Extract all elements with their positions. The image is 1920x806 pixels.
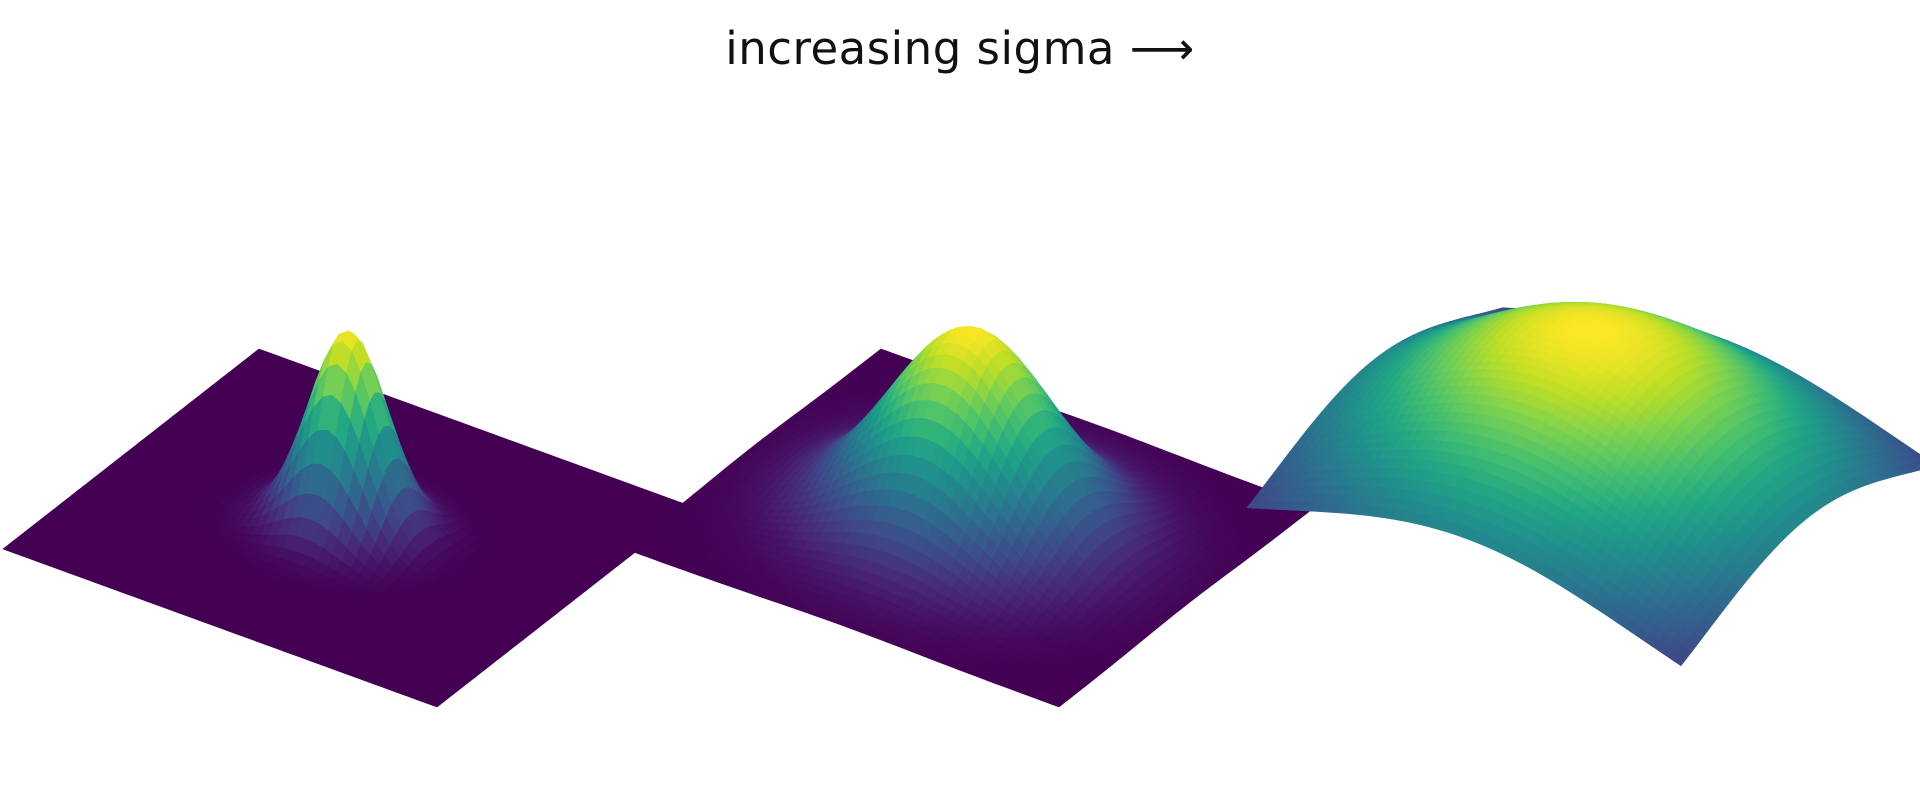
figure-title: increasing sigma ⟶ (725, 22, 1195, 75)
gaussian-surface-narrow (2, 330, 694, 708)
gaussian-surface-medium (624, 326, 1316, 708)
gaussian-surface-wide (1246, 301, 1920, 667)
